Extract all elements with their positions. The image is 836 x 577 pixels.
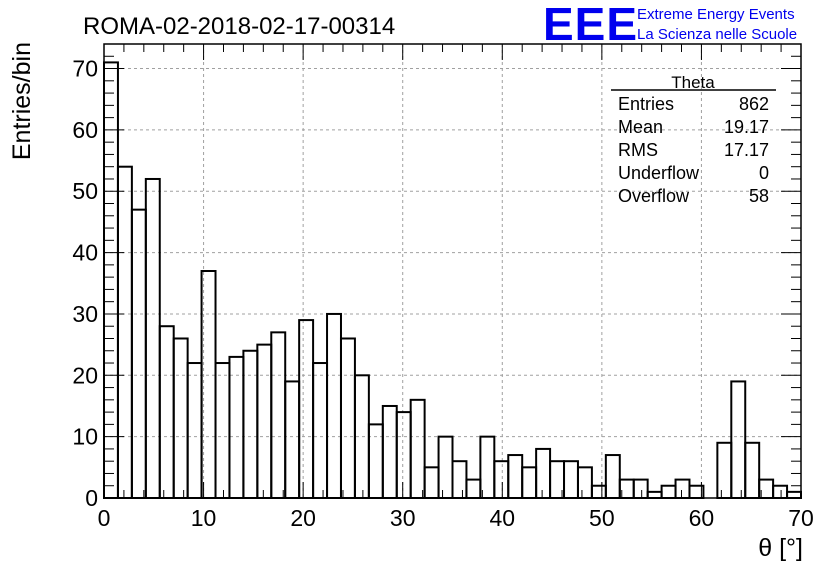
x-tick-label: 40 xyxy=(489,505,515,531)
histogram-bin xyxy=(158,325,175,499)
histogram-bin xyxy=(646,490,663,500)
y-tick-label: 10 xyxy=(72,424,98,450)
y-tick-label: 0 xyxy=(85,485,98,511)
histogram-bin xyxy=(590,484,607,500)
eee-logo-line1: Extreme Energy Events xyxy=(637,6,795,23)
histogram-bin xyxy=(172,337,189,499)
histogram-bin xyxy=(604,454,621,499)
histogram-bin xyxy=(786,490,802,500)
histogram-bin xyxy=(744,441,761,499)
stats-row-label: RMS xyxy=(618,140,658,160)
stats-row-label: Entries xyxy=(618,94,674,114)
eee-logo-mark: EEE xyxy=(543,0,638,50)
stats-row-value: 17.17 xyxy=(724,140,769,160)
histogram-bin xyxy=(298,319,315,499)
grid-lines xyxy=(104,44,801,498)
histogram-bin xyxy=(228,355,245,500)
stats-row-label: Mean xyxy=(618,117,663,137)
histogram-bin xyxy=(186,362,203,500)
x-tick-label: 50 xyxy=(589,505,615,531)
histogram-bin xyxy=(409,398,426,499)
histogram-bin xyxy=(200,270,217,499)
eee-logo: EEE Extreme Energy Events La Scienza nel… xyxy=(543,0,797,50)
histogram-bin xyxy=(130,208,147,499)
histogram-bin xyxy=(423,466,440,499)
histogram-bin xyxy=(716,441,733,499)
eee-logo-line2: La Scienza nelle Scuole xyxy=(637,26,797,43)
stats-rows: Entries 862 Mean 19.17 RMS 17.17 Underflow 0 Ove… xyxy=(618,94,769,206)
histogram-bin xyxy=(381,404,398,499)
x-tick-label: 0 xyxy=(98,505,111,531)
stats-row-value: 19.17 xyxy=(724,117,769,137)
histogram-bin xyxy=(632,478,649,500)
y-tick-label: 30 xyxy=(72,301,98,327)
histogram-bin xyxy=(479,435,496,500)
y-axis-label: Entries/bin xyxy=(8,42,36,160)
histogram-bin xyxy=(116,165,133,499)
y-tick-label: 20 xyxy=(72,362,98,388)
x-tick-label: 10 xyxy=(191,505,217,531)
tick-labels: 0 10 20 30 40 50 60 70 0 10 20 30 40 50 60 70 xyxy=(72,56,813,531)
y-tick-label: 70 xyxy=(72,56,98,82)
histogram-bin xyxy=(507,454,524,499)
histogram-bin xyxy=(326,312,342,499)
stats-row-label: Underflow xyxy=(618,163,700,183)
histogram-bin xyxy=(284,380,301,499)
plot-frame-border xyxy=(103,43,802,499)
stats-title: Theta xyxy=(671,73,715,92)
y-tick-label: 50 xyxy=(72,178,98,204)
histogram-bin xyxy=(730,380,747,499)
histogram-bin xyxy=(576,466,593,499)
plot-frame xyxy=(103,43,802,499)
histogram-bin xyxy=(563,460,579,499)
histogram-bin xyxy=(367,423,384,500)
histogram-bin xyxy=(535,447,552,499)
x-tick-label: 60 xyxy=(689,505,715,531)
histogram-bin xyxy=(521,466,538,499)
histogram-bin xyxy=(493,460,510,499)
x-axis-label: θ [°] xyxy=(758,534,803,562)
histogram-bin xyxy=(339,337,356,499)
stats-box: Theta Entries 862 Mean 19.17 RMS 17.17 Underfl… xyxy=(611,73,776,206)
histogram-bin xyxy=(437,435,454,500)
y-tick-label: 40 xyxy=(72,240,98,266)
x-tick-label: 20 xyxy=(290,505,316,531)
histogram-bin xyxy=(270,331,287,499)
stats-row-value: 862 xyxy=(739,94,769,114)
y-tick-label: 60 xyxy=(72,117,98,143)
histogram-bin xyxy=(103,61,119,500)
stats-row-value: 58 xyxy=(749,186,769,206)
histogram-bars xyxy=(103,61,802,500)
histogram-bin xyxy=(144,177,161,500)
histogram-bin xyxy=(465,478,482,500)
x-tick-label: 70 xyxy=(788,505,814,531)
histogram-bin xyxy=(242,349,259,499)
stats-row-label: Overflow xyxy=(618,186,690,206)
histogram-bin xyxy=(451,460,468,499)
x-tick-label: 30 xyxy=(390,505,416,531)
histogram-bin xyxy=(214,362,231,500)
histogram-bin xyxy=(660,484,677,500)
histogram-bin xyxy=(674,478,691,500)
histogram-bin xyxy=(395,411,412,499)
axis-ticks xyxy=(103,43,802,499)
histogram-bin xyxy=(772,484,789,500)
histogram-bin xyxy=(256,343,273,499)
stats-row-value: 0 xyxy=(759,163,769,183)
histogram-bin xyxy=(312,362,329,500)
chart-title: ROMA-02-2018-02-17-00314 xyxy=(83,13,395,40)
